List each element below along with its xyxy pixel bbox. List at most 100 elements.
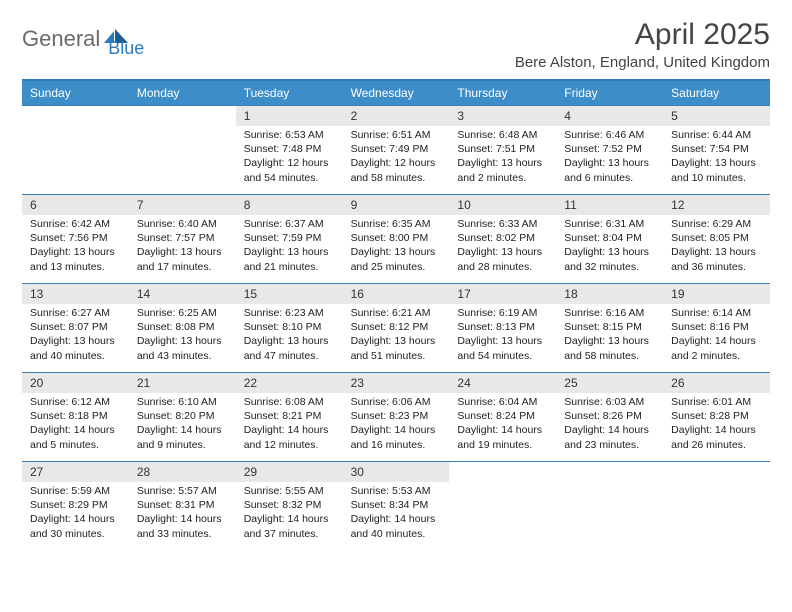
sunset-text: Sunset: 8:32 PM (244, 498, 335, 512)
daylight-text: Daylight: 13 hours and 21 minutes. (244, 245, 335, 273)
day-number: 18 (556, 284, 663, 304)
daylight-text: Daylight: 14 hours and 16 minutes. (351, 423, 442, 451)
daylight-text: Daylight: 14 hours and 26 minutes. (671, 423, 762, 451)
sunset-text: Sunset: 8:31 PM (137, 498, 228, 512)
day-cell: 16Sunrise: 6:21 AMSunset: 8:12 PMDayligh… (343, 284, 450, 372)
day-number: 29 (236, 462, 343, 482)
sunset-text: Sunset: 8:18 PM (30, 409, 121, 423)
day-cell (449, 462, 556, 550)
day-cell: 14 Sunrise: 6:25 AMSunset: 8:08 PMDayligh… (129, 284, 236, 372)
day-info: Sunrise: 6:10 AMSunset: 8:20 PMDaylight:… (129, 393, 236, 458)
day-cell: 6 Sunrise: 6:42 AMSunset: 7:56 PMDaylight… (22, 195, 129, 283)
day-number: 24 (449, 373, 556, 393)
day-info: Sunrise: 5:55 AMSunset: 8:32 PMDaylight:… (236, 482, 343, 547)
day-number: 17 (449, 284, 556, 304)
day-cell: 4Sunrise: 6:46 AMSunset: 7:52 PMDaylight… (556, 106, 663, 194)
day-number: 12 (663, 195, 770, 215)
sunset-text: Sunset: 8:15 PM (564, 320, 655, 334)
daylight-text: Daylight: 14 hours and 33 minutes. (137, 512, 228, 540)
daylight-text: Daylight: 12 hours and 54 minutes. (244, 156, 335, 184)
day-header: Friday (556, 81, 663, 105)
sunrise-text: Sunrise: 5:57 AM (137, 484, 228, 498)
day-cell: 24Sunrise: 6:04 AMSunset: 8:24 PMDayligh… (449, 373, 556, 461)
sunset-text: Sunset: 7:49 PM (351, 142, 442, 156)
day-info: Sunrise: 5:59 AMSunset: 8:29 PMDaylight:… (22, 482, 129, 547)
week-row: 13Sunrise: 6:27 AMSunset: 8:07 PMDayligh… (22, 283, 770, 372)
day-cell: 7Sunrise: 6:40 AMSunset: 7:57 PMDaylight… (129, 195, 236, 283)
day-info: Sunrise: 6:12 AMSunset: 8:18 PMDaylight:… (22, 393, 129, 458)
sunrise-text: Sunrise: 6:21 AM (351, 306, 442, 320)
daylight-text: Daylight: 13 hours and 6 minutes. (564, 156, 655, 184)
day-info: Sunrise: 6:03 AMSunset: 8:26 PMDaylight:… (556, 393, 663, 458)
sunrise-text: Sunrise: 6:08 AM (244, 395, 335, 409)
day-number: 6 (22, 195, 129, 215)
day-number: 14 (129, 284, 236, 304)
day-cell: 19 Sunrise: 6:14 AMSunset: 8:16 PMDayligh… (663, 284, 770, 372)
calendar: SundayMondayTuesdayWednesdayThursdayFrid… (22, 79, 770, 550)
sunset-text: Sunset: 8:13 PM (457, 320, 548, 334)
day-info: Sunrise: 6:16 AMSunset: 8:15 PMDaylight:… (556, 304, 663, 369)
day-cell (129, 106, 236, 194)
day-info: Sunrise: 6:21 AMSunset: 8:12 PMDaylight:… (343, 304, 450, 369)
daylight-text: Daylight: 13 hours and 58 minutes. (564, 334, 655, 362)
day-cell: 30Sunrise: 5:53 AMSunset: 8:34 PMDayligh… (343, 462, 450, 550)
day-header-row: SundayMondayTuesdayWednesdayThursdayFrid… (22, 81, 770, 105)
daylight-text: Daylight: 13 hours and 51 minutes. (351, 334, 442, 362)
daylight-text: Daylight: 13 hours and 32 minutes. (564, 245, 655, 273)
day-info: Sunrise: 6:53 AMSunset: 7:48 PMDaylight:… (236, 126, 343, 191)
daylight-text: Daylight: 13 hours and 43 minutes. (137, 334, 228, 362)
sunset-text: Sunset: 8:16 PM (671, 320, 762, 334)
daylight-text: Daylight: 14 hours and 12 minutes. (244, 423, 335, 451)
sunrise-text: Sunrise: 6:04 AM (457, 395, 548, 409)
day-number: 11 (556, 195, 663, 215)
day-info: Sunrise: 6:44 AMSunset: 7:54 PMDaylight:… (663, 126, 770, 191)
day-cell: 25Sunrise: 6:03 AMSunset: 8:26 PMDayligh… (556, 373, 663, 461)
sunset-text: Sunset: 7:54 PM (671, 142, 762, 156)
week-row: 20Sunrise: 6:12 AMSunset: 8:18 PMDayligh… (22, 372, 770, 461)
day-cell: 10Sunrise: 6:33 AMSunset: 8:02 PMDayligh… (449, 195, 556, 283)
sunrise-text: Sunrise: 6:19 AM (457, 306, 548, 320)
day-cell: 13Sunrise: 6:27 AMSunset: 8:07 PMDayligh… (22, 284, 129, 372)
day-number: 3 (449, 106, 556, 126)
sunrise-text: Sunrise: 6:44 AM (671, 128, 762, 142)
daylight-text: Daylight: 14 hours and 19 minutes. (457, 423, 548, 451)
day-info: Sunrise: 5:53 AMSunset: 8:34 PMDaylight:… (343, 482, 450, 547)
sunrise-text: Sunrise: 6:14 AM (671, 306, 762, 320)
daylight-text: Daylight: 13 hours and 54 minutes. (457, 334, 548, 362)
sunset-text: Sunset: 7:56 PM (30, 231, 121, 245)
weeks-container: 1Sunrise: 6:53 AMSunset: 7:48 PMDaylight… (22, 105, 770, 550)
day-info: Sunrise: 6:51 AMSunset: 7:49 PMDaylight:… (343, 126, 450, 191)
day-number: 13 (22, 284, 129, 304)
sunrise-text: Sunrise: 5:59 AM (30, 484, 121, 498)
day-info: Sunrise: 6:48 AMSunset: 7:51 PMDaylight:… (449, 126, 556, 191)
sunset-text: Sunset: 8:26 PM (564, 409, 655, 423)
sunset-text: Sunset: 7:48 PM (244, 142, 335, 156)
day-cell: 29Sunrise: 5:55 AMSunset: 8:32 PMDayligh… (236, 462, 343, 550)
sunset-text: Sunset: 7:57 PM (137, 231, 228, 245)
sunset-text: Sunset: 8:02 PM (457, 231, 548, 245)
daylight-text: Daylight: 13 hours and 40 minutes. (30, 334, 121, 362)
sunrise-text: Sunrise: 6:40 AM (137, 217, 228, 231)
daylight-text: Daylight: 13 hours and 13 minutes. (30, 245, 121, 273)
day-cell: 15Sunrise: 6:23 AMSunset: 8:10 PMDayligh… (236, 284, 343, 372)
sunset-text: Sunset: 8:08 PM (137, 320, 228, 334)
day-info: Sunrise: 6:31 AMSunset: 8:04 PMDaylight:… (556, 215, 663, 280)
day-number: 19 (663, 284, 770, 304)
day-cell (22, 106, 129, 194)
day-info: Sunrise: 6:01 AMSunset: 8:28 PMDaylight:… (663, 393, 770, 458)
sunrise-text: Sunrise: 6:25 AM (137, 306, 228, 320)
logo-text-2: Blue (108, 38, 144, 59)
daylight-text: Daylight: 13 hours and 36 minutes. (671, 245, 762, 273)
day-info: Sunrise: 6:04 AMSunset: 8:24 PMDaylight:… (449, 393, 556, 458)
daylight-text: Daylight: 14 hours and 5 minutes. (30, 423, 121, 451)
sunrise-text: Sunrise: 6:16 AM (564, 306, 655, 320)
sunrise-text: Sunrise: 6:42 AM (30, 217, 121, 231)
day-info: Sunrise: 6:06 AMSunset: 8:23 PMDaylight:… (343, 393, 450, 458)
week-row: 27Sunrise: 5:59 AMSunset: 8:29 PMDayligh… (22, 461, 770, 550)
header: General Blue April 2025 Bere Alston, Eng… (22, 18, 770, 71)
day-number: 5 (663, 106, 770, 126)
day-cell: 23Sunrise: 6:06 AMSunset: 8:23 PMDayligh… (343, 373, 450, 461)
daylight-text: Daylight: 14 hours and 2 minutes. (671, 334, 762, 362)
sunset-text: Sunset: 7:52 PM (564, 142, 655, 156)
daylight-text: Daylight: 13 hours and 28 minutes. (457, 245, 548, 273)
